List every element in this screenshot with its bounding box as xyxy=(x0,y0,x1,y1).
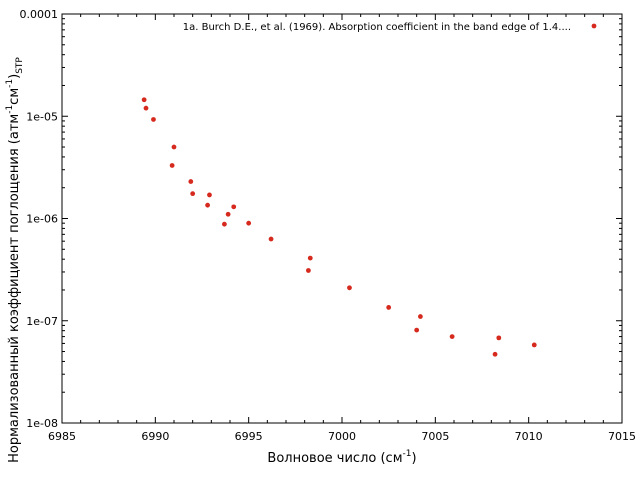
x-tick-label: 7015 xyxy=(608,430,636,443)
data-point xyxy=(151,117,156,122)
data-point xyxy=(231,204,237,210)
data-point xyxy=(143,105,149,111)
data-point xyxy=(205,202,211,208)
legend-label: 1a. Burch D.E., et al. (1969). Absorptio… xyxy=(183,22,571,33)
data-point xyxy=(496,335,502,341)
data-point xyxy=(307,255,313,261)
x-tick-label: 7005 xyxy=(421,430,449,443)
data-point xyxy=(207,192,212,198)
y-tick-label: 1e-05 xyxy=(26,110,58,123)
y-tick-label: 1e-06 xyxy=(26,213,58,226)
data-point xyxy=(268,236,274,242)
data-point xyxy=(386,305,392,310)
data-point xyxy=(190,191,196,197)
y-axis: 1e-08 1e-07 1e-06 1e-05 0.0001 xyxy=(20,8,622,430)
data-point xyxy=(531,342,537,348)
data-point xyxy=(414,327,420,333)
x-tick-label: 7000 xyxy=(328,430,356,443)
data-point xyxy=(171,144,177,150)
plot-area-frame xyxy=(61,13,623,424)
x-axis-title: Волновое число (см-1) xyxy=(267,449,416,466)
x-tick-label: 6990 xyxy=(141,430,169,443)
data-point xyxy=(222,221,227,227)
data-point xyxy=(449,334,455,339)
x-tick-label: 6985 xyxy=(48,430,76,443)
data-point xyxy=(169,163,175,168)
data-point xyxy=(306,268,311,273)
data-point xyxy=(141,97,147,103)
y-axis-title: Нормализованный коэффициент поглощения (… xyxy=(5,57,25,463)
data-points xyxy=(141,97,537,357)
x-tick-label: 7010 xyxy=(515,430,543,443)
data-point xyxy=(188,179,194,184)
x-tick-label: 6995 xyxy=(235,430,263,443)
data-point xyxy=(492,351,498,357)
y-tick-label: 1e-07 xyxy=(26,315,58,328)
data-point xyxy=(418,314,423,319)
y-tick-label: 0.0001 xyxy=(20,8,59,21)
x-axis: 6985 6990 6995 7000 7005 7010 7015 xyxy=(48,14,636,443)
legend: 1a. Burch D.E., et al. (1969). Absorptio… xyxy=(183,22,597,33)
y-tick-label: 1e-08 xyxy=(26,417,58,430)
legend-marker xyxy=(591,23,597,29)
data-point xyxy=(225,211,231,217)
data-point xyxy=(347,285,352,291)
data-point xyxy=(246,220,252,226)
